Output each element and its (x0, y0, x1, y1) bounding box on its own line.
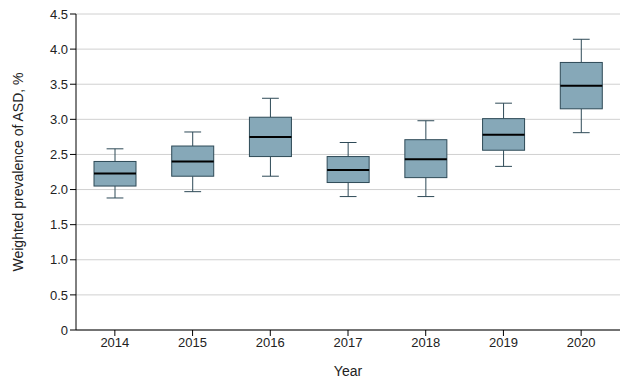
svg-text:4.0: 4.0 (50, 42, 68, 57)
svg-text:0: 0 (61, 323, 68, 338)
svg-text:1.0: 1.0 (50, 252, 68, 267)
svg-text:2015: 2015 (178, 335, 207, 350)
svg-text:2017: 2017 (334, 335, 363, 350)
svg-text:2.5: 2.5 (50, 147, 68, 162)
svg-text:Weighted prevalence of ASD, %: Weighted prevalence of ASD, % (10, 73, 26, 272)
svg-text:2018: 2018 (411, 335, 440, 350)
svg-text:2020: 2020 (567, 335, 596, 350)
svg-text:0.5: 0.5 (50, 288, 68, 303)
svg-text:1.5: 1.5 (50, 217, 68, 232)
svg-text:3.0: 3.0 (50, 112, 68, 127)
svg-text:2014: 2014 (100, 335, 129, 350)
svg-text:2.0: 2.0 (50, 182, 68, 197)
svg-text:3.5: 3.5 (50, 77, 68, 92)
svg-text:4.5: 4.5 (50, 7, 68, 22)
svg-text:2019: 2019 (489, 335, 518, 350)
svg-text:2016: 2016 (256, 335, 285, 350)
svg-text:Year: Year (334, 363, 363, 379)
